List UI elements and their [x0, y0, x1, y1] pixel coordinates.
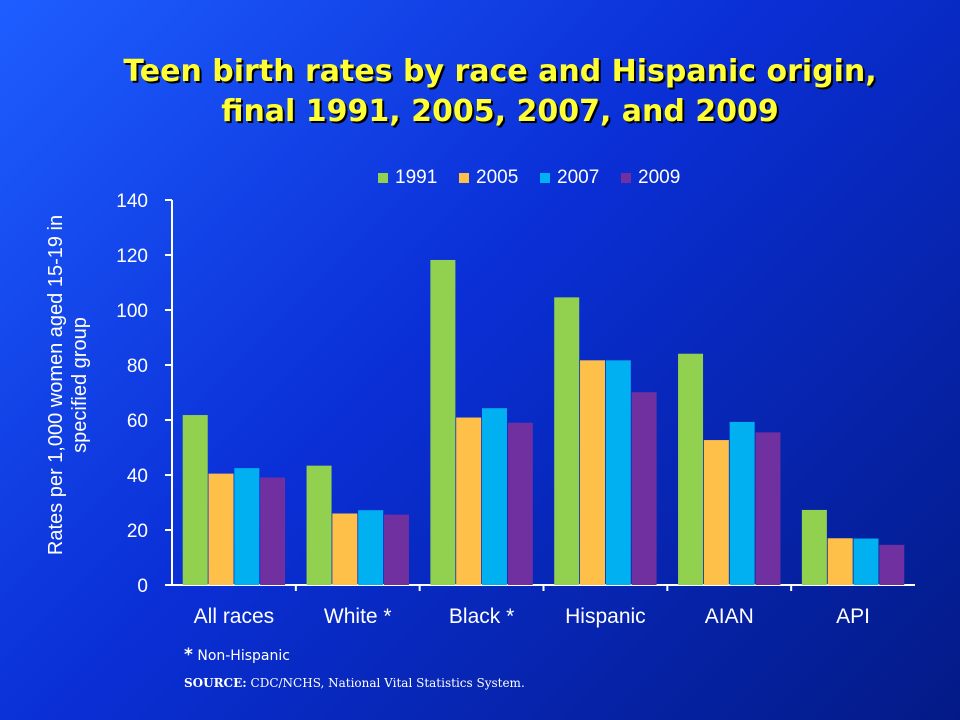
title-line-2: final 1991, 2005, 2007, and 2009 [221, 94, 779, 129]
x-tick-label-white: White * [324, 605, 392, 628]
y-tick-label-40: 40 [127, 466, 148, 487]
bar-api-2005 [827, 538, 853, 585]
bar-hispanic-2009 [631, 392, 657, 585]
bar-white-2005 [332, 513, 358, 585]
legend-label-2007: 2007 [557, 167, 599, 188]
bar-black-2007 [481, 408, 507, 585]
bar-white-1991 [306, 465, 332, 585]
bar-all-races-2007 [234, 468, 260, 585]
bar-white-2007 [358, 510, 384, 585]
legend-swatch-1991 [378, 173, 388, 183]
bar-all-races-2005 [208, 473, 234, 585]
y-tick-label-120: 120 [116, 246, 148, 267]
source-text: CDC/NCHS, National Vital Statistics Syst… [250, 676, 525, 690]
y-tick-label-140: 140 [116, 191, 148, 212]
legend-label-2009: 2009 [638, 167, 680, 188]
bar-hispanic-2005 [580, 360, 606, 585]
bar-black-2009 [507, 422, 533, 585]
bar-api-1991 [801, 509, 827, 585]
bar-aian-2005 [703, 440, 729, 585]
bar-all-races-2009 [260, 477, 286, 585]
footnote-star: * [184, 645, 193, 665]
title-line-1: Teen birth rates by race and Hispanic or… [123, 54, 877, 89]
y-tick-label-80: 80 [127, 356, 148, 377]
legend-swatch-2005 [459, 173, 469, 183]
x-tick-label-hispanic: Hispanic [565, 605, 646, 628]
legend-label-2005: 2005 [476, 167, 518, 188]
bar-aian-1991 [678, 353, 704, 585]
y-tick-label-20: 20 [127, 521, 148, 542]
legend-label-1991: 1991 [395, 167, 437, 188]
bar-api-2007 [853, 538, 879, 585]
footnote-text: Non-Hispanic [197, 648, 290, 664]
bar-white-2009 [383, 514, 409, 585]
bar-aian-2009 [755, 432, 781, 585]
x-tick-label-api: API [836, 605, 870, 628]
bar-black-2005 [456, 417, 482, 585]
bar-hispanic-1991 [554, 297, 580, 585]
bar-black-1991 [430, 259, 456, 585]
x-tick-label-all-races: All races [194, 605, 275, 628]
bar-aian-2007 [729, 421, 755, 585]
bar-all-races-1991 [182, 415, 208, 585]
legend-swatch-2009 [621, 173, 631, 183]
footnote: * Non-Hispanic [184, 645, 290, 665]
x-tick-label-black: Black * [449, 605, 514, 628]
slide-title: Teen birth rates by race and Hispanic or… [40, 52, 960, 132]
y-tick-label-100: 100 [116, 301, 148, 322]
y-axis-label: Rates per 1,000 women aged 15-19 in speci… [45, 215, 91, 555]
bar-hispanic-2007 [605, 360, 631, 585]
source-note: SOURCE: CDC/NCHS, National Vital Statist… [184, 676, 525, 690]
bar-api-2009 [879, 544, 905, 585]
source-label: SOURCE: [184, 676, 247, 690]
x-tick-label-aian: AIAN [705, 605, 754, 628]
y-tick-label-0: 0 [137, 576, 148, 597]
legend-swatch-2007 [540, 173, 550, 183]
y-tick-label-60: 60 [127, 411, 148, 432]
